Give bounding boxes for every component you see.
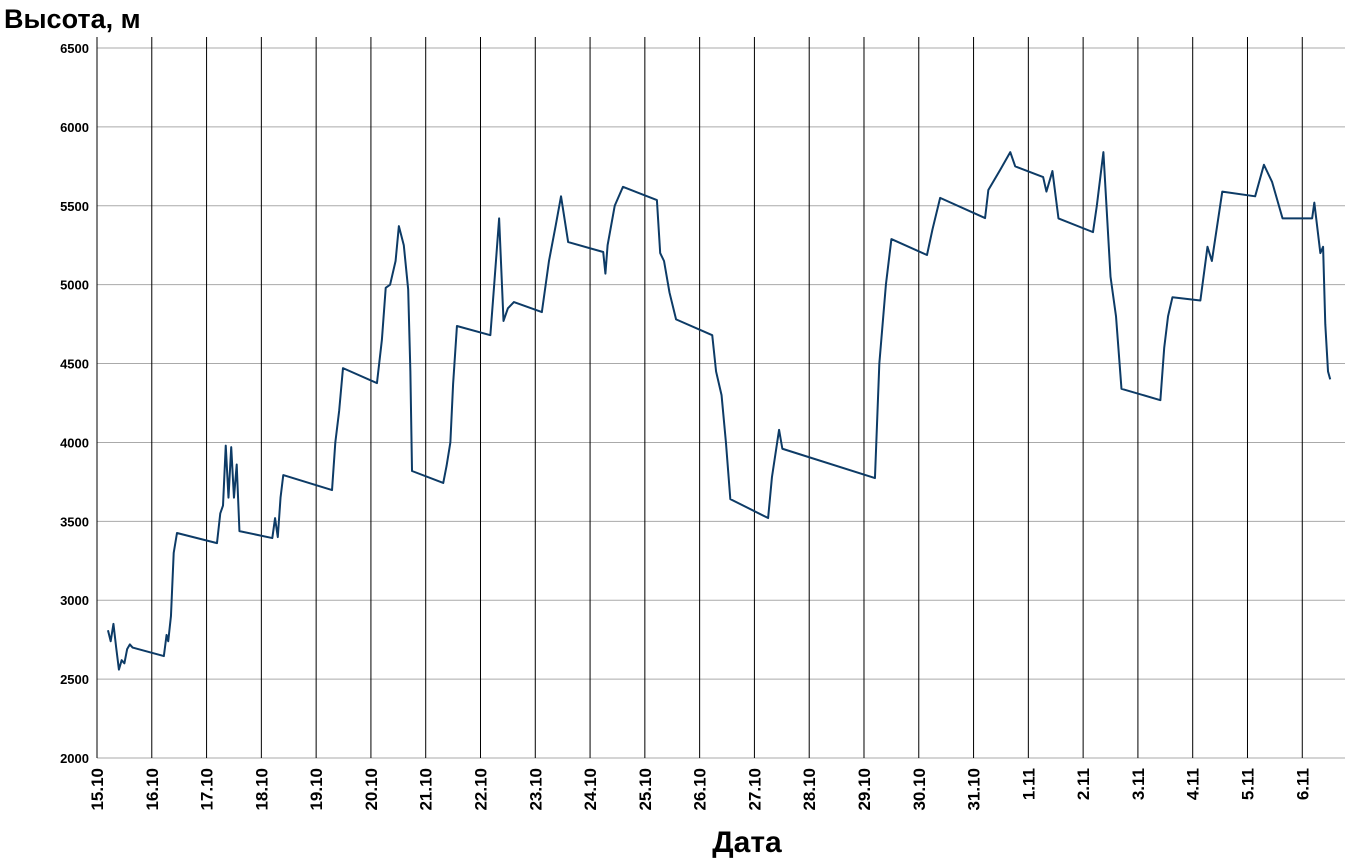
x-tick-label: 30.10 xyxy=(910,768,929,811)
y-tick-label: 4000 xyxy=(60,435,89,450)
chart-title: Высота, м xyxy=(4,4,141,34)
y-tick-label: 6500 xyxy=(60,41,89,56)
x-tick-label: 6.11 xyxy=(1293,768,1312,800)
x-axis-title: Дата xyxy=(712,826,782,859)
y-tick-label: 5500 xyxy=(60,199,89,214)
x-tick-label: 16.10 xyxy=(143,768,162,811)
x-tick-label: 29.10 xyxy=(855,768,874,811)
y-tick-label: 6000 xyxy=(60,120,89,135)
x-tick-label: 26.10 xyxy=(691,768,710,811)
x-tick-label: 4.11 xyxy=(1184,768,1203,800)
y-tick-label: 3000 xyxy=(60,593,89,608)
x-tick-label: 20.10 xyxy=(362,768,381,811)
x-tick-label: 17.10 xyxy=(198,768,217,811)
x-tick-label: 28.10 xyxy=(800,768,819,811)
x-tick-label: 3.11 xyxy=(1129,768,1148,800)
y-tick-label: 2000 xyxy=(60,751,89,766)
x-tick-label: 18.10 xyxy=(252,768,271,811)
x-tick-label: 21.10 xyxy=(417,768,436,811)
x-tick-label: 2.11 xyxy=(1074,768,1093,800)
x-tick-label: 5.11 xyxy=(1238,768,1257,800)
y-tick-label: 3500 xyxy=(60,514,89,529)
x-tick-label: 23.10 xyxy=(526,768,545,811)
y-tick-label: 4500 xyxy=(60,357,89,372)
x-tick-label: 27.10 xyxy=(745,768,764,811)
y-tick-label: 2500 xyxy=(60,672,89,687)
y-tick-label: 5000 xyxy=(60,278,89,293)
x-tick-label: 1.11 xyxy=(1019,768,1038,800)
x-tick-label: 19.10 xyxy=(307,768,326,811)
x-tick-label: 22.10 xyxy=(471,768,490,811)
x-tick-label: 15.10 xyxy=(88,768,107,811)
x-tick-label: 24.10 xyxy=(581,768,600,811)
x-tick-label: 31.10 xyxy=(965,768,984,811)
x-tick-label: 25.10 xyxy=(636,768,655,811)
line xyxy=(106,151,1332,671)
